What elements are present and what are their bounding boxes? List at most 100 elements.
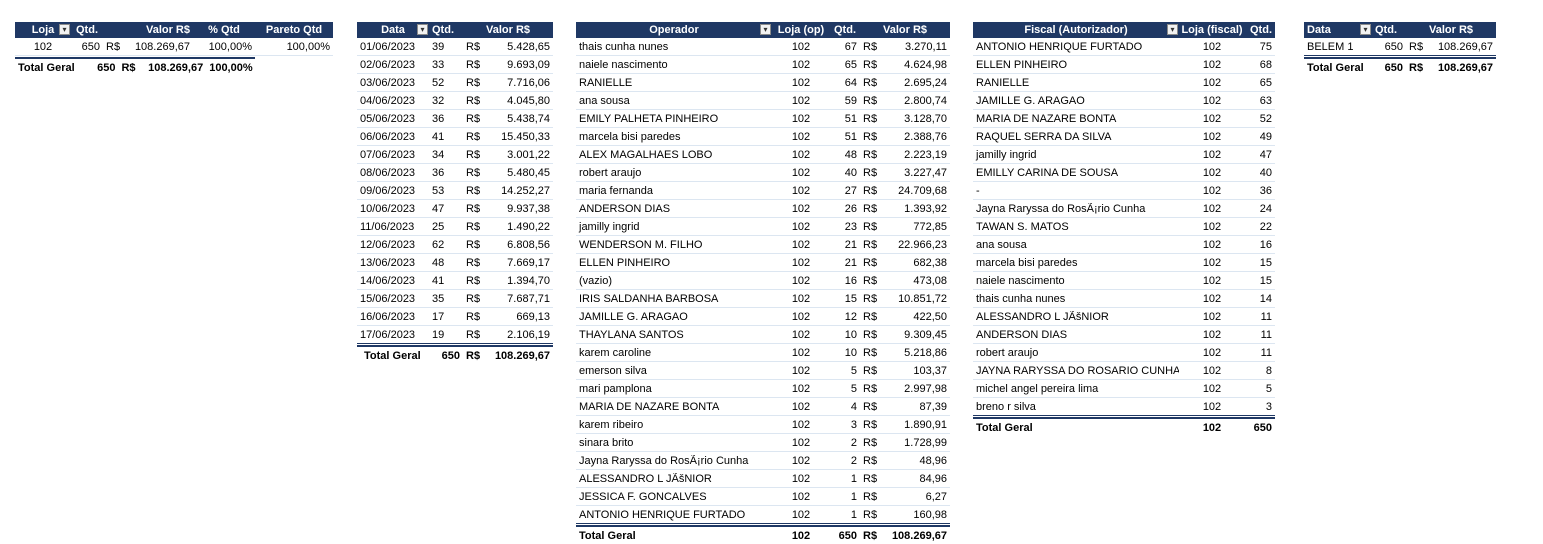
pivot-table-operador: Operador ▾ Loja (op) Qtd. Valor R$ thais … <box>576 22 950 544</box>
table-row[interactable]: 12/06/2023 62 R$ 6.808,56 <box>357 236 553 254</box>
table-row[interactable]: 06/06/2023 41 R$ 15.450,33 <box>357 128 553 146</box>
table-row[interactable]: RANIELLE 102 65 <box>973 74 1275 92</box>
table-row[interactable]: ANTONIO HENRIQUE FURTADO 102 75 <box>973 38 1275 56</box>
pivot-table-fiscal: Fiscal (Autorizador) ▾ Loja (fiscal) Qtd.… <box>973 22 1275 436</box>
total-row: Total Geral 650 R$ 108.269,67 <box>357 345 553 364</box>
table-row[interactable]: EMILLY CARINA DE SOUSA 102 40 <box>973 164 1275 182</box>
table-row[interactable]: michel angel pereira lima 102 5 <box>973 380 1275 398</box>
col-header-data[interactable]: Data ▾ <box>1304 22 1372 38</box>
table-row[interactable]: (vazio) 102 16 R$ 473,08 <box>576 272 950 290</box>
table-row[interactable]: JAMILLE G. ARAGAO 102 63 <box>973 92 1275 110</box>
total-row: Total Geral 102 650 <box>973 417 1275 436</box>
table-row[interactable]: 16/06/2023 17 R$ 669,13 <box>357 308 553 326</box>
table-row[interactable]: marcela bisi paredes 102 15 <box>973 254 1275 272</box>
table-row[interactable]: jamilly ingrid 102 23 R$ 772,85 <box>576 218 950 236</box>
table-row[interactable]: BELEM 1 650 R$ 108.269,67 <box>1304 38 1496 56</box>
col-header-data[interactable]: Data ▾ <box>357 22 429 38</box>
table-row[interactable]: MARIA DE NAZARE BONTA 102 52 <box>973 110 1275 128</box>
table-row[interactable]: 11/06/2023 25 R$ 1.490,22 <box>357 218 553 236</box>
table-row[interactable]: 07/06/2023 34 R$ 3.001,22 <box>357 146 553 164</box>
table-row[interactable]: karem caroline 102 10 R$ 5.218,86 <box>576 344 950 362</box>
total-row: Total Geral 650 R$ 108.269,67 100,00% <box>15 57 255 76</box>
table-row[interactable]: naiele nascimento 102 15 <box>973 272 1275 290</box>
table-row[interactable]: mari pamplona 102 5 R$ 2.997,98 <box>576 380 950 398</box>
table-row[interactable]: sinara brito 102 2 R$ 1.728,99 <box>576 434 950 452</box>
pivot-header: Data ▾ Qtd. Valor R$ <box>357 22 553 38</box>
table-row[interactable]: maria fernanda 102 27 R$ 24.709,68 <box>576 182 950 200</box>
table-row[interactable]: 05/06/2023 36 R$ 5.438,74 <box>357 110 553 128</box>
table-row[interactable]: Jayna Raryssa do RosÃ¡rio Cunha 102 2 R$ 48,… <box>576 452 950 470</box>
sort-dropdown-icon[interactable]: ▾ <box>760 24 771 35</box>
col-header-loja-fiscal: Loja (fiscal) <box>1181 24 1243 36</box>
pivot-table-data: Data ▾ Qtd. Valor R$ 01/06/2023 39 R$ 5.428,… <box>357 22 553 364</box>
table-row[interactable]: thais cunha nunes 102 67 R$ 3.270,11 <box>576 38 950 56</box>
table-row[interactable]: ANTONIO HENRIQUE FURTADO 102 1 R$ 160,98 <box>576 506 950 524</box>
table-row[interactable]: naiele nascimento 102 65 R$ 4.624,98 <box>576 56 950 74</box>
col-header-pareto: Pareto Qtd <box>265 24 323 36</box>
table-row[interactable]: ana sousa 102 59 R$ 2.800,74 <box>576 92 950 110</box>
table-row[interactable]: 15/06/2023 35 R$ 7.687,71 <box>357 290 553 308</box>
total-row: Total Geral 650 R$ 108.269,67 <box>1304 57 1496 76</box>
col-header-loja-op: Loja (op) <box>777 24 825 36</box>
table-row[interactable]: 13/06/2023 48 R$ 7.669,17 <box>357 254 553 272</box>
table-row[interactable]: WENDERSON M. FILHO 102 21 R$ 22.966,23 <box>576 236 950 254</box>
pivot-table-loja: Loja ▾ Qtd. Valor R$ % Qtd Pareto Qtd 102… <box>15 22 333 76</box>
table-row[interactable]: marcela bisi paredes 102 51 R$ 2.388,76 <box>576 128 950 146</box>
table-row[interactable]: breno r silva 102 3 <box>973 398 1275 416</box>
pivot-header: Loja ▾ Qtd. Valor R$ % Qtd Pareto Qtd <box>15 22 333 38</box>
sort-dropdown-icon[interactable]: ▾ <box>417 24 428 35</box>
col-header-pct-qtd: % Qtd <box>208 24 240 36</box>
total-row: Total Geral 102 650 R$ 108.269,67 <box>576 525 950 544</box>
table-row[interactable]: ELLEN PINHEIRO 102 21 R$ 682,38 <box>576 254 950 272</box>
table-row[interactable]: MARIA DE NAZARE BONTA 102 4 R$ 87,39 <box>576 398 950 416</box>
table-row[interactable]: RANIELLE 102 64 R$ 2.695,24 <box>576 74 950 92</box>
table-row[interactable]: 02/06/2023 33 R$ 9.693,09 <box>357 56 553 74</box>
col-header-fiscal[interactable]: Fiscal (Autorizador) ▾ <box>973 22 1179 38</box>
table-row[interactable]: TAWAN S. MATOS 102 22 <box>973 218 1275 236</box>
sort-dropdown-icon[interactable]: ▾ <box>1167 24 1178 35</box>
table-row[interactable]: karem ribeiro 102 3 R$ 1.890,91 <box>576 416 950 434</box>
table-row[interactable]: JESSICA F. GONCALVES 102 1 R$ 6,27 <box>576 488 950 506</box>
table-row[interactable]: emerson silva 102 5 R$ 103,37 <box>576 362 950 380</box>
table-row[interactable]: EMILY PALHETA PINHEIRO 102 51 R$ 3.128,70 <box>576 110 950 128</box>
pivot-table-belem: Data ▾ Qtd. Valor R$ BELEM 1 650 R$ 108.26… <box>1304 22 1496 76</box>
table-row[interactable]: ALEX MAGALHAES LOBO 102 48 R$ 2.223,19 <box>576 146 950 164</box>
pivot-header: Operador ▾ Loja (op) Qtd. Valor R$ <box>576 22 950 38</box>
table-row[interactable]: 10/06/2023 47 R$ 9.937,38 <box>357 200 553 218</box>
dropdown-icon[interactable]: ▾ <box>1360 24 1371 35</box>
table-row[interactable]: THAYLANA SANTOS 102 10 R$ 9.309,45 <box>576 326 950 344</box>
col-header-loja[interactable]: Loja ▾ <box>15 22 71 38</box>
col-header-qtd: Qtd. <box>1375 24 1397 36</box>
table-row[interactable]: 102 650 R$ 108.269,67 100,00% 100,00% <box>15 38 333 56</box>
table-row[interactable]: 04/06/2023 32 R$ 4.045,80 <box>357 92 553 110</box>
table-row[interactable]: ELLEN PINHEIRO 102 68 <box>973 56 1275 74</box>
table-row[interactable]: ANDERSON DIAS 102 11 <box>973 326 1275 344</box>
pivot-header: Data ▾ Qtd. Valor R$ <box>1304 22 1496 38</box>
table-row[interactable]: ALESSANDRO L JÃšNIOR 102 11 <box>973 308 1275 326</box>
table-row[interactable]: jamilly ingrid 102 47 <box>973 146 1275 164</box>
table-row[interactable]: ANDERSON DIAS 102 26 R$ 1.393,92 <box>576 200 950 218</box>
table-row[interactable]: RAQUEL SERRA DA SILVA 102 49 <box>973 128 1275 146</box>
table-row[interactable]: robert araujo 102 40 R$ 3.227,47 <box>576 164 950 182</box>
filter-sort-icon[interactable]: ▾ <box>59 24 70 35</box>
table-row[interactable]: ALESSANDRO L JÃšNIOR 102 1 R$ 84,96 <box>576 470 950 488</box>
table-row[interactable]: thais cunha nunes 102 14 <box>973 290 1275 308</box>
col-header-valor: Valor R$ <box>882 24 928 36</box>
table-row[interactable]: 08/06/2023 36 R$ 5.480,45 <box>357 164 553 182</box>
table-row[interactable]: Jayna Raryssa do RosÃ¡rio Cunha 102 24 <box>973 200 1275 218</box>
table-row[interactable]: robert araujo 102 11 <box>973 344 1275 362</box>
table-row[interactable]: 09/06/2023 53 R$ 14.252,27 <box>357 182 553 200</box>
table-row[interactable]: JAYNA RARYSSA DO ROSARIO CUNHA 102 8 <box>973 362 1275 380</box>
table-row[interactable]: JAMILLE G. ARAGAO 102 12 R$ 422,50 <box>576 308 950 326</box>
col-header-qtd: Qtd. <box>834 24 856 36</box>
table-row[interactable]: ana sousa 102 16 <box>973 236 1275 254</box>
col-header-operador[interactable]: Operador ▾ <box>576 22 772 38</box>
col-header-valor: Valor R$ <box>485 24 531 36</box>
table-row[interactable]: 17/06/2023 19 R$ 2.106,19 <box>357 326 553 344</box>
table-row[interactable]: IRIS SALDANHA BARBOSA 102 15 R$ 10.851,72 <box>576 290 950 308</box>
col-header-valor: Valor R$ <box>1428 24 1474 36</box>
table-row[interactable]: 01/06/2023 39 R$ 5.428,65 <box>357 38 553 56</box>
table-row[interactable]: 14/06/2023 41 R$ 1.394,70 <box>357 272 553 290</box>
table-row[interactable]: -102 36 <box>973 182 1275 200</box>
table-row[interactable]: 03/06/2023 52 R$ 7.716,06 <box>357 74 553 92</box>
